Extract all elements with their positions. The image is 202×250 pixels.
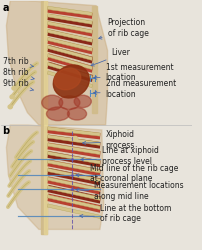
Polygon shape: [47, 54, 93, 73]
Polygon shape: [44, 1, 47, 125]
Polygon shape: [47, 204, 100, 218]
Text: b: b: [3, 126, 10, 136]
Text: Mid line of the rib cage
at coronal plane: Mid line of the rib cage at coronal plan…: [76, 164, 179, 183]
Text: Line at xiphoid
process level: Line at xiphoid process level: [81, 146, 159, 166]
Ellipse shape: [54, 68, 81, 90]
Polygon shape: [47, 127, 100, 140]
Text: 1st measurement
location: 1st measurement location: [94, 63, 173, 82]
Text: 9th rib: 9th rib: [3, 80, 34, 91]
Polygon shape: [47, 7, 92, 19]
Polygon shape: [47, 151, 101, 167]
Ellipse shape: [12, 86, 16, 90]
Polygon shape: [47, 62, 93, 79]
Polygon shape: [47, 135, 100, 145]
Ellipse shape: [67, 108, 87, 120]
Ellipse shape: [73, 136, 78, 141]
Polygon shape: [47, 185, 101, 204]
Polygon shape: [47, 22, 93, 36]
Text: a: a: [3, 3, 9, 13]
Ellipse shape: [74, 95, 91, 108]
Polygon shape: [47, 134, 100, 148]
Ellipse shape: [10, 95, 14, 99]
Polygon shape: [47, 194, 101, 213]
Polygon shape: [47, 195, 100, 210]
Polygon shape: [47, 37, 92, 51]
Polygon shape: [47, 45, 93, 64]
Polygon shape: [47, 160, 101, 176]
Ellipse shape: [46, 107, 69, 121]
Polygon shape: [47, 152, 100, 164]
Polygon shape: [6, 125, 104, 230]
Polygon shape: [47, 62, 93, 82]
Polygon shape: [47, 160, 100, 173]
Text: Xiphoid
process: Xiphoid process: [83, 130, 135, 150]
Text: Line at the bottom
of rib cage: Line at the bottom of rib cage: [80, 204, 171, 223]
Text: Liver: Liver: [91, 48, 130, 66]
Text: 8th rib: 8th rib: [3, 68, 34, 80]
Polygon shape: [92, 6, 97, 112]
Text: 7th rib: 7th rib: [3, 57, 34, 68]
Polygon shape: [47, 71, 93, 88]
Polygon shape: [47, 14, 92, 24]
Ellipse shape: [59, 96, 80, 110]
Polygon shape: [47, 142, 101, 158]
Polygon shape: [47, 143, 100, 154]
Text: Measurement locations
along mid line: Measurement locations along mid line: [76, 181, 184, 201]
Polygon shape: [47, 38, 93, 54]
Ellipse shape: [53, 65, 89, 98]
Polygon shape: [47, 21, 92, 33]
Text: Projection
of rib cage: Projection of rib cage: [99, 18, 148, 39]
Polygon shape: [47, 54, 93, 70]
Polygon shape: [47, 14, 93, 28]
Ellipse shape: [8, 105, 12, 109]
Polygon shape: [47, 176, 101, 194]
Polygon shape: [47, 177, 100, 192]
Polygon shape: [41, 1, 47, 125]
Polygon shape: [47, 45, 92, 60]
Polygon shape: [47, 127, 100, 136]
Polygon shape: [47, 29, 92, 42]
Ellipse shape: [42, 95, 63, 110]
Polygon shape: [47, 168, 100, 182]
Polygon shape: [6, 1, 107, 125]
Polygon shape: [47, 186, 100, 200]
Polygon shape: [47, 30, 93, 46]
Polygon shape: [47, 6, 92, 16]
Polygon shape: [47, 168, 101, 186]
Polygon shape: [44, 125, 47, 234]
Polygon shape: [41, 125, 47, 234]
Text: 2nd measurement
location: 2nd measurement location: [94, 79, 176, 99]
